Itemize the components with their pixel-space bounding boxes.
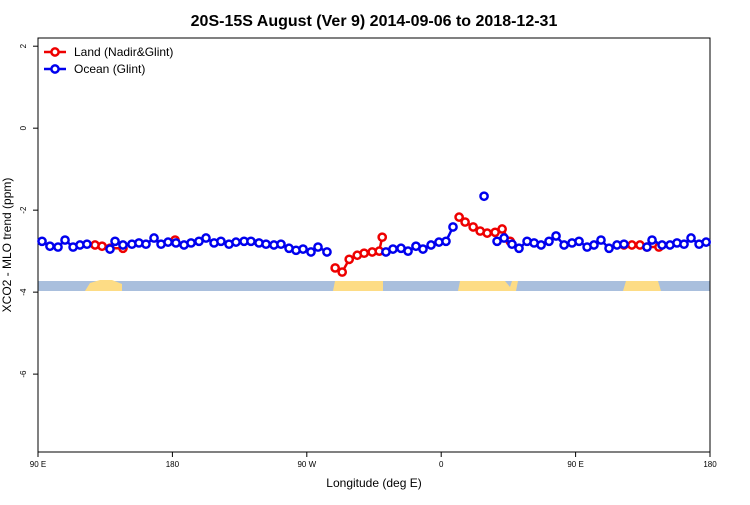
- data-point: [163, 237, 173, 247]
- x-tick-label: 90 E: [567, 460, 583, 469]
- x-tick-label: 90 E: [30, 460, 46, 469]
- legend-marker: [50, 64, 60, 74]
- land-band: [458, 281, 518, 291]
- data-point: [619, 239, 629, 250]
- data-point: [298, 244, 308, 254]
- y-axis-label: XCO2 - MLO trend (ppm): [0, 178, 14, 313]
- data-point: [388, 244, 398, 254]
- x-axis-label: Longitude (deg E): [326, 476, 421, 490]
- data-point: [97, 241, 107, 252]
- data-point: [514, 243, 524, 254]
- data-point: [574, 236, 584, 247]
- data-point: [322, 247, 332, 257]
- data-point: [261, 239, 271, 250]
- legend-label: Land (Nadir&Glint): [74, 45, 173, 59]
- data-point: [426, 240, 436, 250]
- data-point: [642, 242, 652, 252]
- data-point: [82, 239, 92, 250]
- data-point: [497, 224, 507, 234]
- data-point: [110, 236, 120, 247]
- data-point: [149, 233, 159, 243]
- data-point: [201, 233, 211, 243]
- legend-label: Ocean (Glint): [74, 62, 145, 76]
- data-point: [551, 231, 561, 241]
- data-point: [482, 228, 493, 238]
- data-point: [276, 239, 286, 250]
- data-point: [604, 243, 614, 254]
- data-point: [468, 222, 479, 232]
- x-tick-label: 90 W: [297, 460, 316, 469]
- data-point: [544, 236, 554, 247]
- data-point: [359, 248, 369, 259]
- data-point: [647, 235, 657, 245]
- data-point: [536, 240, 546, 250]
- data-point: [454, 212, 464, 222]
- x-tick-label: 180: [166, 460, 180, 469]
- data-point: [246, 236, 256, 247]
- data-point: [344, 254, 355, 265]
- data-point: [186, 238, 196, 248]
- data-point: [337, 267, 348, 277]
- y-tick-label: -6: [19, 370, 28, 378]
- data-point: [216, 236, 226, 247]
- y-tick-label: 0: [19, 125, 28, 130]
- legend-marker: [50, 47, 60, 57]
- land-band: [85, 280, 122, 291]
- chart-title: 20S-15S August (Ver 9) 2014-09-06 to 201…: [191, 13, 558, 30]
- data-point: [231, 237, 241, 247]
- y-tick-label: -4: [19, 288, 28, 296]
- data-point: [679, 239, 689, 250]
- data-point: [403, 246, 413, 256]
- data-point: [105, 244, 115, 254]
- data-point: [441, 236, 451, 247]
- data-point: [60, 235, 70, 245]
- data-point: [479, 191, 489, 202]
- data-point: [448, 222, 458, 232]
- data-point: [596, 235, 606, 245]
- data-point: [460, 217, 470, 227]
- data-point: [53, 242, 63, 252]
- y-tick-label: -2: [19, 206, 28, 214]
- data-point: [306, 247, 316, 257]
- land-band: [333, 281, 383, 291]
- surface-mask: [38, 280, 710, 291]
- data-point: [627, 240, 637, 250]
- data-point: [418, 244, 428, 254]
- data-point: [313, 242, 323, 252]
- data-point: [499, 233, 509, 243]
- data-point: [589, 240, 599, 250]
- y-tick-label: 2: [19, 43, 28, 48]
- data-point: [37, 236, 47, 247]
- data-point: [171, 238, 181, 248]
- data-point: [45, 241, 55, 252]
- data-point: [330, 263, 341, 273]
- data-point: [377, 232, 388, 243]
- x-tick-label: 0: [439, 460, 444, 469]
- data-point: [701, 237, 711, 247]
- data-point: [118, 240, 128, 250]
- data-point: [507, 239, 517, 250]
- land-band: [623, 281, 661, 291]
- data-point: [559, 240, 569, 250]
- x-tick-label: 180: [703, 460, 717, 469]
- data-point: [141, 239, 151, 250]
- data-point: [657, 240, 667, 250]
- data-point: [686, 233, 696, 243]
